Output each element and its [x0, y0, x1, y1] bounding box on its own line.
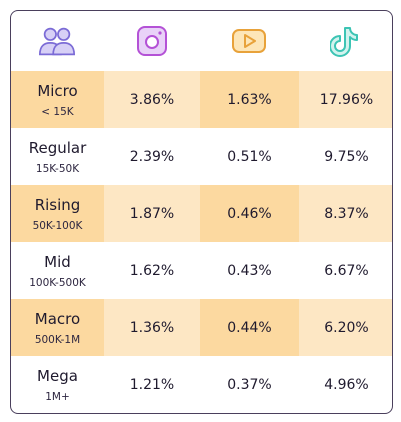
instagram-rate: 1.87% [129, 205, 175, 222]
youtube-rate: 0.46% [200, 185, 299, 242]
tiktok-rate: 8.37% [324, 205, 369, 222]
table-row: Micro < 15K 3.86% 1.63% 17.96% [11, 71, 392, 128]
tiktok-rate: 6.20% [324, 319, 369, 336]
table-row: Macro 500K-1M 1.36% 0.44% 6.20% [11, 299, 392, 356]
tiktok-icon [325, 23, 365, 59]
youtube-rate: 0.43% [227, 262, 272, 279]
tier-cell: Mega 1M+ [11, 356, 104, 413]
tier-name: Rising [34, 195, 81, 214]
tier-range: 500K-1M [34, 333, 81, 346]
table-row: Rising 50K-100K 1.87% 0.46% 8.37% [11, 185, 392, 242]
instagram-icon [132, 23, 172, 59]
youtube-rate: 1.63% [200, 71, 299, 128]
instagram-rate: 2.39% [129, 148, 175, 165]
tier-cell: Regular 15K-50K [11, 128, 104, 185]
tier-cell: Macro 500K-1M [11, 299, 104, 356]
tier-cell: Mid 100K-500K [11, 242, 104, 299]
tier-range: 100K-500K [29, 276, 86, 289]
youtube-icon [229, 23, 269, 59]
instagram-rate: 1.36% [129, 319, 175, 336]
tier-range: 50K-100K [32, 219, 83, 232]
table-row: Mid 100K-500K 1.62% 0.43% 6.67% [11, 242, 392, 299]
people-icon [37, 23, 77, 59]
tier-name: Mega [37, 366, 78, 385]
table-header [11, 11, 392, 71]
tiktok-rate: 4.96% [324, 376, 369, 393]
instagram-rate: 3.86% [129, 91, 175, 108]
table-row: Mega 1M+ 1.21% 0.37% 4.96% [11, 356, 392, 413]
youtube-rate: 0.44% [200, 299, 299, 356]
tier-name: Mid [44, 252, 71, 271]
instagram-rate: 1.21% [129, 376, 175, 393]
tier-cell: Micro < 15K [11, 71, 104, 128]
tier-name: Macro [34, 309, 81, 328]
youtube-rate: 0.37% [227, 376, 272, 393]
tier-range: < 15K [41, 105, 74, 118]
tier-range: 15K-50K [35, 162, 80, 175]
youtube-rate: 0.51% [227, 148, 272, 165]
tiktok-rate: 9.75% [324, 148, 369, 165]
tier-range: 1M+ [45, 390, 70, 403]
tiktok-rate: 17.96% [319, 91, 374, 108]
table-row: Regular 15K-50K 2.39% 0.51% 9.75% [11, 128, 392, 185]
tiktok-rate: 6.67% [324, 262, 369, 279]
instagram-rate: 1.62% [129, 262, 175, 279]
tier-name: Regular [28, 138, 87, 157]
engagement-rate-table: Micro < 15K 3.86% 1.63% 17.96% Regular 1… [10, 10, 393, 414]
tier-name: Micro [37, 81, 78, 100]
tier-cell: Rising 50K-100K [11, 185, 104, 242]
